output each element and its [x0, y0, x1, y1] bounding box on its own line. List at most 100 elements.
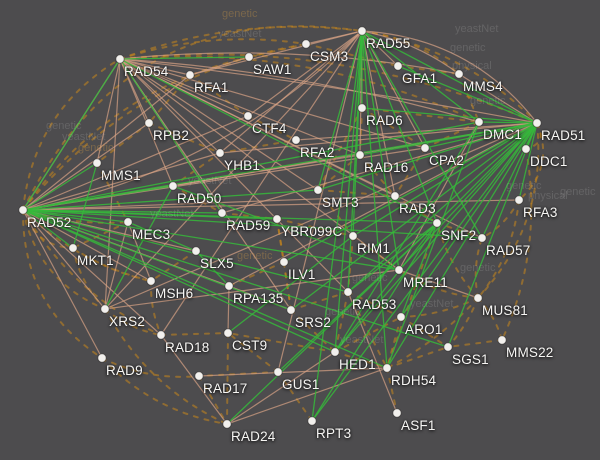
- node-ctf4[interactable]: [243, 111, 253, 121]
- node-mus81[interactable]: [473, 293, 483, 303]
- edge-mus81-rdh54: [386, 297, 479, 369]
- edge-rad55-dmc1: [361, 30, 480, 123]
- edge-mus81-mms22: [477, 297, 503, 341]
- node-rpa135[interactable]: [224, 281, 234, 291]
- edge-dmc1-rdh54: [386, 121, 480, 369]
- node-rim1[interactable]: [348, 231, 358, 241]
- node-xrs2[interactable]: [100, 304, 110, 314]
- edge-rad52-rad55: [22, 25, 363, 211]
- edge-snf2-hed1: [334, 222, 438, 353]
- edge-rad52-mkt1: [22, 209, 74, 249]
- edge-gus1-cst9: [227, 332, 279, 373]
- node-rad55[interactable]: [357, 26, 367, 36]
- edge-rad52-yhb1: [22, 152, 221, 211]
- node-rpb2[interactable]: [144, 118, 154, 128]
- node-aro1[interactable]: [396, 312, 406, 322]
- node-rpt3[interactable]: [307, 416, 317, 426]
- edge-rad9-rad17: [101, 357, 200, 378]
- edge-ybr099c-rim1: [276, 218, 354, 237]
- edge-rad55-rad18: [160, 30, 363, 336]
- node-sgs1[interactable]: [443, 342, 453, 352]
- edge-rad52-ctf4: [22, 115, 249, 211]
- node-rfa2[interactable]: [291, 135, 301, 145]
- edge-rad51-rfa3: [518, 122, 538, 201]
- edge-rad54-rad55: [119, 25, 363, 60]
- edge-rdh54-sgs1: [386, 346, 449, 369]
- node-rad50[interactable]: [168, 181, 178, 191]
- node-srs2[interactable]: [286, 305, 296, 315]
- node-asf1[interactable]: [392, 408, 402, 418]
- edge-cst9-rad24: [226, 332, 229, 425]
- node-mms22[interactable]: [497, 335, 507, 345]
- edge-srs2-rad53: [290, 291, 349, 311]
- node-rfa1[interactable]: [185, 70, 195, 80]
- edge-rad54-dmc1: [119, 55, 480, 123]
- node-rad54[interactable]: [115, 54, 125, 64]
- edge-rad54-mms4: [119, 52, 460, 75]
- node-mre11[interactable]: [394, 265, 404, 275]
- edge-saw1-csm3: [248, 43, 307, 58]
- edge-rad54-rad51: [119, 58, 538, 124]
- node-rad57[interactable]: [477, 233, 487, 243]
- node-mec3[interactable]: [123, 217, 133, 227]
- node-rad59[interactable]: [217, 208, 227, 218]
- edge-rad18-cst9: [160, 332, 229, 336]
- node-smt3[interactable]: [313, 185, 323, 195]
- edge-rad55-rdh54: [361, 30, 388, 369]
- node-rad3[interactable]: [390, 191, 400, 201]
- edge-mus81-snf2: [436, 222, 479, 299]
- node-rad18[interactable]: [156, 330, 166, 340]
- node-msh6[interactable]: [146, 276, 156, 286]
- node-saw1[interactable]: [244, 52, 254, 62]
- edge-snf2-rad53: [347, 222, 438, 293]
- node-rad52[interactable]: [18, 205, 28, 215]
- edge-rad51-rim1: [352, 122, 538, 237]
- edge-smt3-rim1: [317, 189, 354, 237]
- node-hed1[interactable]: [330, 347, 340, 357]
- edge-mkt1-msh6: [72, 247, 152, 282]
- edge-rfa1-rpb2: [148, 74, 191, 124]
- node-gfa1[interactable]: [393, 61, 403, 71]
- edge-rad55-rad51: [361, 30, 538, 124]
- edge-rad53-rdh54: [347, 291, 388, 369]
- node-rad24[interactable]: [222, 419, 232, 429]
- node-rad9[interactable]: [97, 353, 107, 363]
- node-rad51[interactable]: [532, 118, 542, 128]
- edge-rad52-rad9: [22, 209, 103, 359]
- node-gus1[interactable]: [273, 367, 283, 377]
- edge-rad53-hed1: [334, 291, 349, 353]
- node-cst9[interactable]: [223, 328, 233, 338]
- node-rad53[interactable]: [343, 287, 353, 297]
- edge-rad51-mus81: [477, 122, 540, 299]
- node-rdh54[interactable]: [382, 363, 392, 373]
- node-csm3[interactable]: [301, 39, 311, 49]
- node-slx5[interactable]: [191, 246, 201, 256]
- node-ilv1[interactable]: [279, 257, 289, 267]
- edge-xrs2-rad18: [104, 308, 162, 336]
- edge-rad17-rdh54: [198, 367, 388, 377]
- edge-rad52-hed1: [22, 209, 336, 353]
- node-mms4[interactable]: [454, 69, 464, 79]
- node-mkt1[interactable]: [68, 243, 78, 253]
- node-ddc1[interactable]: [521, 144, 531, 154]
- edge-mkt1-xrs2: [72, 247, 106, 310]
- node-rad6[interactable]: [357, 103, 367, 113]
- edge-xrs2-rad50: [104, 185, 174, 310]
- edge-rad55-mms4: [361, 30, 460, 75]
- node-snf2[interactable]: [432, 218, 442, 228]
- edge-rad51-mms4: [458, 73, 538, 124]
- edge-rad53-asf1: [347, 291, 398, 414]
- node-yhb1[interactable]: [215, 148, 225, 158]
- edge-rad52-dmc1: [22, 121, 480, 211]
- node-rfa3[interactable]: [514, 195, 524, 205]
- node-cpa2[interactable]: [420, 143, 430, 153]
- node-dmc1[interactable]: [474, 117, 484, 127]
- node-mms1[interactable]: [92, 158, 102, 168]
- node-ybr099c[interactable]: [272, 214, 282, 224]
- edge-rad51-ilv1: [283, 122, 538, 263]
- edge-rad51-rad53: [347, 122, 538, 293]
- node-rad16[interactable]: [355, 150, 365, 160]
- edge-cpa2-rad3: [394, 147, 426, 197]
- node-rad17[interactable]: [194, 371, 204, 381]
